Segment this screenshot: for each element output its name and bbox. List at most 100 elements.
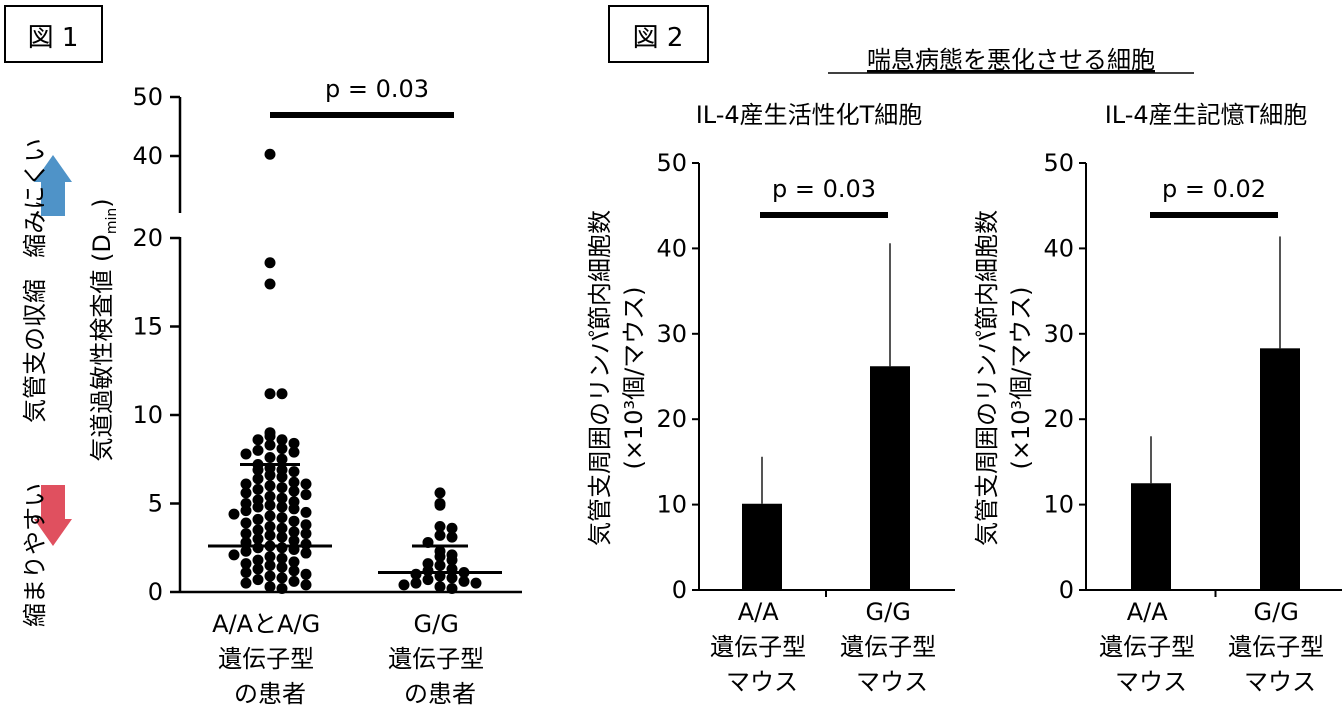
side-label-bottom: 縮まりやすい xyxy=(21,483,49,627)
figure2-header: 喘息病態を悪化させる細胞 xyxy=(867,46,1155,74)
y-tick-label: 10 xyxy=(1043,491,1074,519)
data-point xyxy=(276,471,288,483)
data-point xyxy=(276,552,288,564)
data-point xyxy=(300,478,312,490)
contraction-arrows xyxy=(34,155,72,546)
data-point xyxy=(446,582,458,594)
data-point xyxy=(276,582,288,594)
figure1-category-1: A/AとA/G 遺伝子型 の患者 xyxy=(212,610,328,708)
data-point xyxy=(252,554,264,566)
y-tick-label: 50 xyxy=(132,83,163,111)
panel-2-y-label-line1: 気管支周囲のリンパ節内細胞数 xyxy=(973,210,1001,546)
data-point xyxy=(264,439,276,451)
data-point xyxy=(288,526,300,538)
y-tick-label: 50 xyxy=(656,149,687,177)
data-point xyxy=(276,531,288,543)
figure2: 図 2 喘息病態を悪化させる細胞 IL-4産生活性化T細胞 IL-4産生記憶T細… xyxy=(586,5,1342,696)
data-point xyxy=(410,577,422,589)
data-point xyxy=(434,521,446,533)
data-point xyxy=(446,522,458,534)
y-tick-label: 0 xyxy=(148,578,163,606)
figure1-label-box xyxy=(4,5,103,63)
y-tick-label: 20 xyxy=(656,405,687,433)
data-point xyxy=(252,464,264,476)
data-point xyxy=(252,483,264,495)
figure1-y-axis-label: 気道過敏性検査値 (Dmin) xyxy=(88,198,120,461)
y-tick-label: 30 xyxy=(1043,320,1074,348)
bar xyxy=(1260,348,1300,590)
data-point xyxy=(276,522,288,534)
data-point xyxy=(398,579,410,591)
data-point xyxy=(252,434,264,446)
data-point xyxy=(300,528,312,540)
data-point xyxy=(252,513,264,525)
y-tick-label: 15 xyxy=(132,313,163,341)
panel-1-pvalue: p = 0.03 xyxy=(772,175,876,203)
y-tick-label: 30 xyxy=(656,320,687,348)
figure1-pvalue: p = 0.03 xyxy=(325,75,429,103)
panel-2-bars xyxy=(1131,236,1300,590)
data-point xyxy=(240,577,252,589)
data-point xyxy=(434,487,446,499)
side-label-mid: 気管支の収縮 xyxy=(21,279,49,423)
data-point xyxy=(276,453,288,465)
data-point xyxy=(276,443,288,455)
panel-2-chart: 0 10 20 30 40 50 p = 0.02 xyxy=(1043,149,1342,604)
panel-1-y-label-line1: 気管支周囲のリンパ節内細胞数 xyxy=(586,210,614,546)
data-point xyxy=(446,572,458,584)
panel-2-category-2: G/G 遺伝子型 マウス xyxy=(1228,598,1332,696)
panel-1-chart: 0 10 20 30 40 50 p = 0.03 xyxy=(656,149,955,604)
data-point xyxy=(264,278,276,290)
y-tick-label: 0 xyxy=(672,576,687,604)
figure1-category-2: G/G 遺伝子型 の患者 xyxy=(388,610,492,708)
y-tick-label: 40 xyxy=(132,142,163,170)
figure1: 図 1 縮みにくい 気管支の収縮 縮まりやすい 気道過敏性検査値 (Dmin) … xyxy=(4,5,522,708)
data-point xyxy=(228,549,240,561)
y-tick-label: 0 xyxy=(1059,576,1074,604)
data-point xyxy=(252,563,264,575)
data-point xyxy=(240,567,252,579)
data-point xyxy=(422,574,434,586)
data-point xyxy=(300,506,312,518)
panel-2-pvalue: p = 0.02 xyxy=(1162,175,1266,203)
data-point xyxy=(300,568,312,580)
figure2-label: 図 2 xyxy=(633,23,684,53)
data-point xyxy=(276,561,288,573)
bar xyxy=(742,503,782,590)
data-point xyxy=(288,446,300,458)
bar xyxy=(870,366,910,590)
data-point xyxy=(276,492,288,504)
data-point xyxy=(264,148,276,160)
panel-2-category-1: A/A 遺伝子型 マウス xyxy=(1099,598,1203,696)
data-point xyxy=(240,448,252,460)
data-point xyxy=(288,503,300,515)
down-arrow-icon xyxy=(34,485,72,546)
data-point xyxy=(240,487,252,499)
data-point xyxy=(288,575,300,587)
data-point xyxy=(252,574,264,586)
data-point xyxy=(276,572,288,584)
data-point xyxy=(458,575,470,587)
figure1-ticks: 0 5 10 15 20 40 50 xyxy=(132,83,180,606)
panel-1-ticks: 0 10 20 30 40 50 xyxy=(656,149,827,604)
data-point xyxy=(288,556,300,568)
data-point xyxy=(300,579,312,591)
data-point xyxy=(252,473,264,485)
figure1-errorbars xyxy=(208,463,502,592)
y-tick-label: 10 xyxy=(132,401,163,429)
data-point xyxy=(300,547,312,559)
data-point xyxy=(300,519,312,531)
up-arrow-icon xyxy=(34,155,72,216)
data-point xyxy=(228,508,240,520)
data-point xyxy=(264,430,276,442)
y-tick-label: 20 xyxy=(1043,405,1074,433)
data-point xyxy=(288,466,300,478)
data-point xyxy=(252,524,264,536)
data-point xyxy=(288,437,300,449)
panel-1-y-label-line2: (×10³個/マウス) xyxy=(620,286,648,469)
y-tick-label: 5 xyxy=(148,490,163,518)
data-point xyxy=(276,512,288,524)
y-tick-label: 10 xyxy=(656,491,687,519)
y-tick-label: 40 xyxy=(656,234,687,262)
data-point xyxy=(446,531,458,543)
